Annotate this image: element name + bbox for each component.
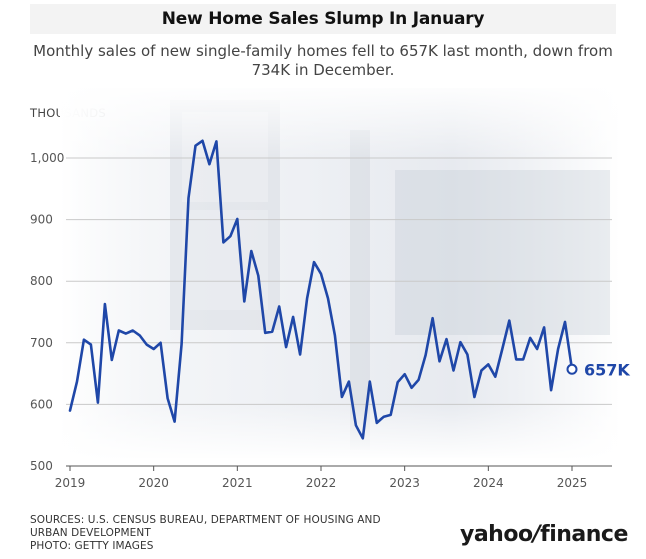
y-tick-label: 800	[30, 274, 53, 288]
x-axis-ticks: 2019 2020 2021 2022 2023 2024 2025	[55, 466, 588, 490]
sources-note: SOURCES: U.S. CENSUS BUREAU, DEPARTMENT …	[30, 514, 410, 553]
y-tick-label: 1,000	[30, 151, 64, 165]
x-tick-label: 2023	[389, 476, 420, 490]
x-tick-label: 2021	[222, 476, 253, 490]
y-tick-label: 700	[30, 336, 53, 350]
background-photo	[60, 88, 620, 458]
logo-text-left: yahoo	[460, 522, 533, 547]
chart-title: New Home Sales Slump In January	[161, 9, 485, 29]
sources-line: SOURCES: U.S. CENSUS BUREAU, DEPARTMENT …	[30, 514, 381, 539]
line-chart: 500 600 700 800 900 1,000 2019 2020 2021 2022 202…	[30, 88, 630, 490]
logo-mark: /	[532, 522, 541, 547]
x-tick-label: 2019	[55, 476, 86, 490]
y-tick-label: 500	[30, 459, 53, 473]
x-tick-label: 2024	[473, 476, 504, 490]
x-tick-label: 2020	[138, 476, 169, 490]
y-tick-label: 900	[30, 213, 53, 227]
y-axis-ticks: 500 600 700 800 900 1,000	[30, 151, 64, 473]
chart-subtitle: Monthly sales of new single-family homes…	[33, 42, 613, 79]
series-line	[68, 139, 574, 440]
end-value-label: 657K	[584, 360, 630, 379]
x-tick-label: 2025	[557, 476, 588, 490]
yahoo-finance-logo: yahoo/finance	[460, 522, 628, 547]
title-bar: New Home Sales Slump In January	[30, 4, 616, 34]
gridlines	[66, 157, 612, 405]
y-tick-label: 600	[30, 397, 53, 411]
end-point-marker	[566, 363, 578, 375]
logo-text-right: finance	[540, 522, 628, 547]
x-tick-label: 2022	[306, 476, 337, 490]
photo-credit-line: PHOTO: GETTY IMAGES	[30, 540, 154, 552]
